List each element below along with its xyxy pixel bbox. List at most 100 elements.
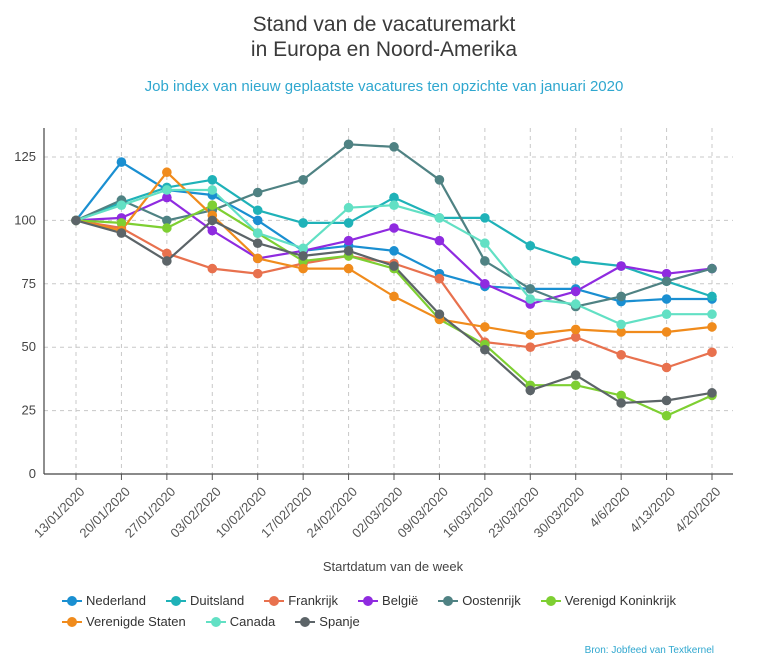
- data-point: [661, 362, 672, 373]
- data-point: [298, 251, 308, 261]
- legend-label: Spanje: [319, 614, 360, 629]
- legend-item[interactable]: Verenigd Koninkrijk: [540, 593, 677, 608]
- data-point: [661, 276, 672, 287]
- legend-item[interactable]: België: [358, 593, 418, 608]
- legend-swatch: [358, 595, 379, 606]
- data-point: [207, 225, 218, 236]
- legend-label: Oostenrijk: [462, 593, 521, 608]
- data-point: [116, 218, 127, 228]
- data-point: [252, 268, 263, 279]
- data-point: [298, 175, 308, 185]
- legend-item[interactable]: Frankrijk: [264, 593, 338, 608]
- legend-item[interactable]: Duitsland: [166, 593, 244, 608]
- series-points: [71, 139, 717, 421]
- legend-item[interactable]: Nederland: [62, 593, 146, 608]
- data-point: [298, 243, 308, 254]
- legend-label: Verenigd Koninkrijk: [564, 593, 677, 608]
- legend-swatch-dot: [269, 595, 280, 606]
- data-point: [434, 235, 445, 246]
- legend-label: Canada: [229, 614, 276, 629]
- data-point: [162, 223, 172, 233]
- data-point: [570, 332, 581, 342]
- data-point: [389, 192, 399, 203]
- data-point: [389, 142, 399, 152]
- data-point: [298, 218, 308, 228]
- data-point: [343, 218, 354, 228]
- data-point: [389, 261, 399, 271]
- y-tick-label: 0: [29, 466, 36, 481]
- legend-swatch-dot: [300, 616, 311, 627]
- data-point: [707, 347, 717, 358]
- data-point: [389, 246, 399, 256]
- data-point: [298, 263, 308, 274]
- data-point: [707, 263, 717, 274]
- data-point: [616, 319, 626, 330]
- data-point: [480, 256, 490, 266]
- data-point: [343, 246, 354, 256]
- data-point: [480, 238, 490, 249]
- data-point: [616, 398, 626, 408]
- legend-swatch-dot: [210, 616, 221, 627]
- data-point: [525, 329, 536, 340]
- axes: [43, 128, 733, 480]
- x-tick-label: 4/20/2020: [672, 484, 724, 536]
- data-point: [343, 139, 354, 150]
- data-point: [525, 294, 536, 304]
- x-axis-label: Startdatum van de week: [323, 559, 464, 574]
- data-point: [661, 327, 672, 337]
- source-note: Bron: Jobfeed van Textkernel: [584, 645, 714, 656]
- data-point: [570, 256, 581, 266]
- data-point: [252, 205, 263, 216]
- legend-item[interactable]: Canada: [205, 614, 276, 629]
- legend-row: Verenigde Staten Canada Spanje: [62, 611, 762, 632]
- data-point: [162, 248, 172, 259]
- data-point: [616, 390, 626, 401]
- data-point: [252, 238, 263, 249]
- data-point: [116, 157, 127, 167]
- data-point: [570, 324, 581, 335]
- data-point: [661, 410, 672, 421]
- data-point: [71, 215, 81, 226]
- data-point: [707, 309, 717, 320]
- data-point: [616, 350, 626, 360]
- legend-swatch: [264, 595, 285, 606]
- legend-swatch: [540, 595, 561, 606]
- data-point: [525, 342, 536, 353]
- chart-title-line1: Stand van de vacaturemarkt: [252, 13, 516, 36]
- data-point: [434, 309, 445, 320]
- legend-swatch-dot: [67, 616, 77, 627]
- legend-label: België: [382, 593, 419, 608]
- x-tick-label: 4/13/2020: [627, 484, 679, 536]
- legend-swatch-dot: [67, 595, 77, 606]
- data-point: [661, 395, 672, 406]
- data-point: [480, 279, 490, 289]
- data-point: [207, 263, 218, 274]
- data-point: [570, 380, 581, 391]
- legend-item[interactable]: Verenigde Staten: [62, 614, 186, 629]
- data-point: [661, 309, 672, 320]
- data-point: [525, 385, 536, 396]
- data-point: [480, 322, 490, 332]
- x-tick-labels: 13/01/202020/01/202027/01/202003/02/2020…: [31, 484, 724, 541]
- legend: Nederland Duitsland Frankrijk België Oostenr…: [62, 590, 762, 632]
- y-tick-label: 100: [14, 212, 36, 227]
- legend-swatch-dot: [171, 595, 181, 606]
- data-point: [389, 200, 399, 210]
- data-point: [480, 213, 490, 223]
- data-point: [661, 294, 672, 304]
- data-point: [525, 240, 536, 251]
- legend-swatch: [438, 595, 459, 606]
- legend-label: Verenigde Staten: [86, 614, 186, 629]
- data-point: [570, 299, 581, 309]
- data-point: [707, 388, 717, 398]
- data-point: [162, 256, 172, 266]
- data-point: [661, 268, 672, 279]
- legend-label: Frankrijk: [288, 593, 339, 608]
- data-point: [389, 223, 399, 233]
- data-point: [207, 185, 218, 195]
- legend-item[interactable]: Spanje: [295, 614, 360, 629]
- legend-item[interactable]: Oostenrijk: [438, 593, 521, 608]
- data-point: [162, 215, 172, 226]
- data-point: [343, 263, 354, 274]
- data-point: [434, 175, 445, 185]
